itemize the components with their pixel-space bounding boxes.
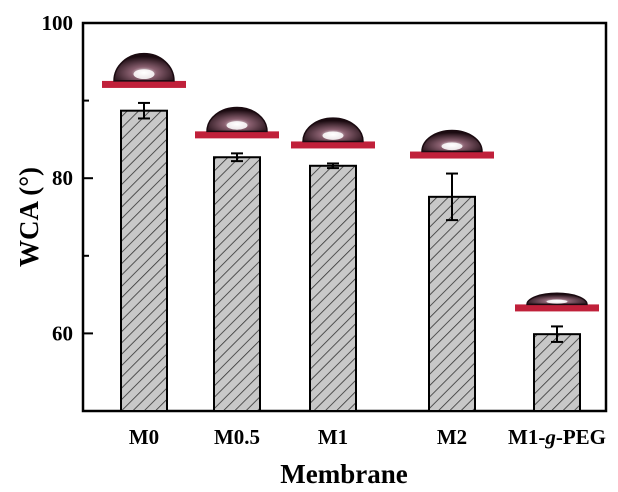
bar <box>428 195 476 412</box>
bar <box>533 333 581 412</box>
droplet-icon <box>515 292 599 312</box>
error-bars <box>138 101 563 343</box>
droplet-icon <box>102 52 186 88</box>
x-tick-label: M1 <box>318 425 348 449</box>
y-axis-title: WCA (°) <box>14 167 44 267</box>
x-tick-label: M0.5 <box>214 425 260 449</box>
y-tick-label: 100 <box>42 11 74 35</box>
x-tick-label: M1-g-PEG <box>508 425 606 449</box>
droplet-icon <box>195 106 279 139</box>
bar <box>120 109 168 413</box>
x-tick-label: M2 <box>437 425 467 449</box>
bar <box>309 164 357 412</box>
bars <box>120 109 581 413</box>
droplet-insets <box>102 52 599 312</box>
x-tick-label: M0 <box>129 425 159 449</box>
x-axis-title: Membrane <box>280 459 407 489</box>
droplet-icon <box>291 117 375 149</box>
y-axis: 60 80 100 <box>42 11 93 412</box>
droplet-icon <box>410 129 494 159</box>
x-axis: M0 M0.5 M1 M2 M1-g-PEG <box>129 402 606 449</box>
bar <box>213 156 261 412</box>
y-tick-label: 80 <box>52 166 73 190</box>
y-tick-label: 60 <box>52 321 73 345</box>
